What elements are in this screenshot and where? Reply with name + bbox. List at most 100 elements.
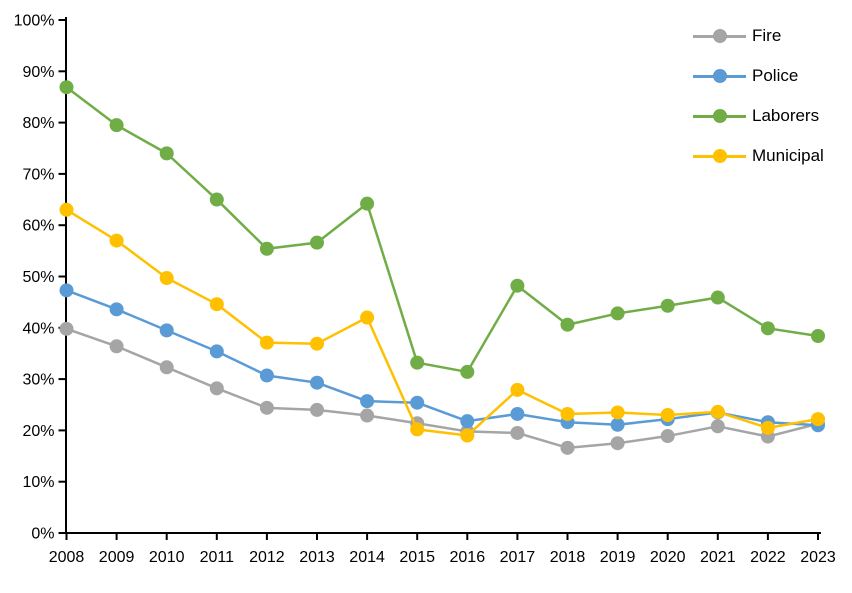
data-point-fire-2010	[159, 360, 174, 375]
legend-dot-icon	[712, 109, 727, 123]
data-point-municipal-2011	[209, 297, 224, 312]
data-point-police-2015	[410, 395, 425, 410]
x-axis-tick-label: 2010	[149, 549, 185, 566]
data-point-municipal-2009	[109, 233, 124, 248]
x-axis-tick-label: 2016	[450, 549, 486, 566]
y-axis-tick-label: 70%	[22, 166, 54, 183]
data-point-police-2011	[209, 344, 224, 359]
data-point-laborers-2018	[560, 317, 575, 332]
legend-dot-icon	[712, 29, 727, 43]
data-point-laborers-2013	[310, 235, 324, 250]
data-point-police-2009	[109, 302, 124, 317]
data-point-police-2017	[510, 406, 525, 421]
y-axis-tick-label: 10%	[22, 474, 54, 491]
data-point-laborers-2023	[811, 329, 825, 344]
y-axis-tick-label: 20%	[22, 423, 54, 440]
legend-item-police: Police	[693, 56, 824, 96]
data-point-municipal-2021	[710, 404, 725, 419]
data-point-municipal-2022	[760, 420, 775, 435]
data-point-municipal-2013	[310, 336, 324, 351]
legend: Fire Police Laborers Municipal	[693, 16, 824, 176]
y-axis-tick-label: 30%	[22, 372, 54, 389]
x-axis-tick-label: 2018	[550, 549, 586, 566]
data-point-police-2014	[360, 394, 375, 409]
series-police	[59, 283, 825, 433]
data-point-laborers-2015	[410, 355, 425, 370]
y-axis-tick-label: 0%	[31, 526, 54, 543]
data-point-municipal-2014	[360, 310, 375, 325]
data-point-fire-2020	[660, 429, 675, 444]
data-point-laborers-2022	[760, 321, 775, 336]
legend-line-marker-icon	[693, 109, 746, 123]
data-point-fire-2013	[310, 402, 324, 417]
data-point-laborers-2010	[159, 146, 174, 161]
data-point-police-2012	[259, 368, 274, 383]
data-point-laborers-2014	[360, 196, 375, 211]
x-axis-tick-label: 2020	[650, 549, 686, 566]
x-axis-tick-label: 2022	[750, 549, 786, 566]
data-point-laborers-2017	[510, 278, 525, 293]
y-axis-tick-label: 100%	[14, 13, 55, 30]
series-line-laborers	[65, 85, 820, 374]
data-point-laborers-2020	[660, 298, 675, 313]
data-point-police-2008	[59, 283, 74, 298]
x-axis-tick-label: 2019	[600, 549, 636, 566]
data-point-fire-2011	[209, 381, 224, 396]
series-laborers	[59, 80, 825, 379]
data-point-laborers-2012	[259, 241, 274, 256]
x-axis-tick-label: 2008	[49, 549, 85, 566]
data-point-laborers-2021	[710, 290, 725, 305]
x-axis-tick-label: 2015	[399, 549, 435, 566]
y-axis-tick-label: 40%	[22, 320, 54, 337]
legend-item-municipal: Municipal	[693, 136, 824, 176]
data-point-police-2016	[460, 414, 475, 429]
y-axis-tick-label: 50%	[22, 269, 54, 286]
data-point-fire-2021	[710, 419, 725, 434]
data-point-police-2010	[159, 323, 174, 338]
y-axis-tick-label: 60%	[22, 218, 54, 235]
legend-line-marker-icon	[693, 69, 746, 83]
legend-label: Laborers	[752, 106, 820, 125]
x-axis-tick-label: 2014	[349, 549, 385, 566]
data-point-municipal-2010	[159, 271, 174, 286]
y-axis-tick-label: 80%	[22, 115, 54, 132]
data-point-fire-2009	[109, 339, 124, 354]
legend-dot-icon	[712, 149, 727, 163]
data-point-police-2019	[610, 417, 625, 432]
data-point-police-2013	[310, 375, 324, 390]
data-point-municipal-2012	[259, 335, 274, 350]
data-point-fire-2018	[560, 440, 575, 455]
series-line-fire	[65, 327, 820, 450]
x-axis-tick-label: 2023	[800, 549, 836, 566]
legend-label: Fire	[752, 26, 782, 45]
x-axis-tick-label: 2011	[200, 549, 235, 566]
data-point-municipal-2008	[59, 202, 74, 217]
legend-item-fire: Fire	[693, 16, 824, 56]
data-point-municipal-2017	[510, 382, 525, 397]
series-municipal	[59, 202, 825, 443]
data-point-municipal-2015	[410, 422, 425, 437]
series-line-police	[65, 289, 820, 427]
x-axis-tick-label: 2009	[99, 549, 135, 566]
data-point-municipal-2016	[460, 428, 475, 443]
legend-line-marker-icon	[693, 29, 746, 43]
data-point-fire-2008	[59, 321, 74, 336]
x-axis-tick-label: 2012	[249, 549, 285, 566]
data-point-municipal-2023	[811, 412, 825, 427]
legend-dot-icon	[712, 69, 727, 83]
data-point-fire-2012	[259, 400, 274, 415]
series-fire	[59, 321, 825, 455]
x-axis-tick-label: 2013	[299, 549, 335, 566]
data-point-municipal-2020	[660, 408, 675, 423]
data-point-fire-2019	[610, 436, 625, 451]
y-axis-tick-label: 90%	[22, 64, 54, 81]
legend-line-marker-icon	[693, 149, 746, 163]
data-point-fire-2017	[510, 425, 525, 440]
data-point-laborers-2009	[109, 118, 124, 133]
x-axis-tick-label: 2017	[500, 549, 536, 566]
data-point-municipal-2019	[610, 405, 625, 420]
data-point-laborers-2019	[610, 306, 625, 321]
x-axis-tick-label: 2021	[700, 549, 736, 566]
